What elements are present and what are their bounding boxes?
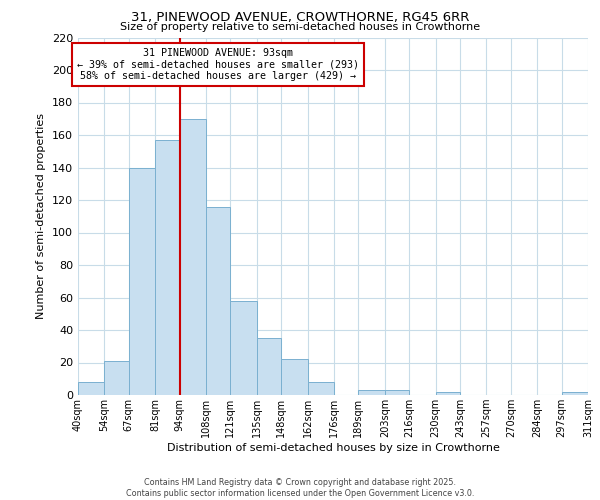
Bar [78, 382, 104, 395]
Y-axis label: Number of semi-detached properties: Number of semi-detached properties [37, 114, 46, 320]
Bar [206, 206, 230, 395]
Text: Size of property relative to semi-detached houses in Crowthorne: Size of property relative to semi-detach… [120, 22, 480, 32]
Bar [104, 361, 129, 395]
Bar [257, 338, 281, 395]
Bar [562, 392, 588, 395]
Bar [155, 140, 179, 395]
Bar [436, 392, 460, 395]
Bar [179, 118, 206, 395]
X-axis label: Distribution of semi-detached houses by size in Crowthorne: Distribution of semi-detached houses by … [167, 443, 499, 453]
Bar [281, 359, 308, 395]
Bar [385, 390, 409, 395]
Text: 31 PINEWOOD AVENUE: 93sqm
← 39% of semi-detached houses are smaller (293)
58% of: 31 PINEWOOD AVENUE: 93sqm ← 39% of semi-… [77, 48, 359, 82]
Bar [230, 300, 257, 395]
Bar [308, 382, 334, 395]
Text: 31, PINEWOOD AVENUE, CROWTHORNE, RG45 6RR: 31, PINEWOOD AVENUE, CROWTHORNE, RG45 6R… [131, 11, 469, 24]
Bar [358, 390, 385, 395]
Bar [129, 168, 155, 395]
Text: Contains HM Land Registry data © Crown copyright and database right 2025.
Contai: Contains HM Land Registry data © Crown c… [126, 478, 474, 498]
